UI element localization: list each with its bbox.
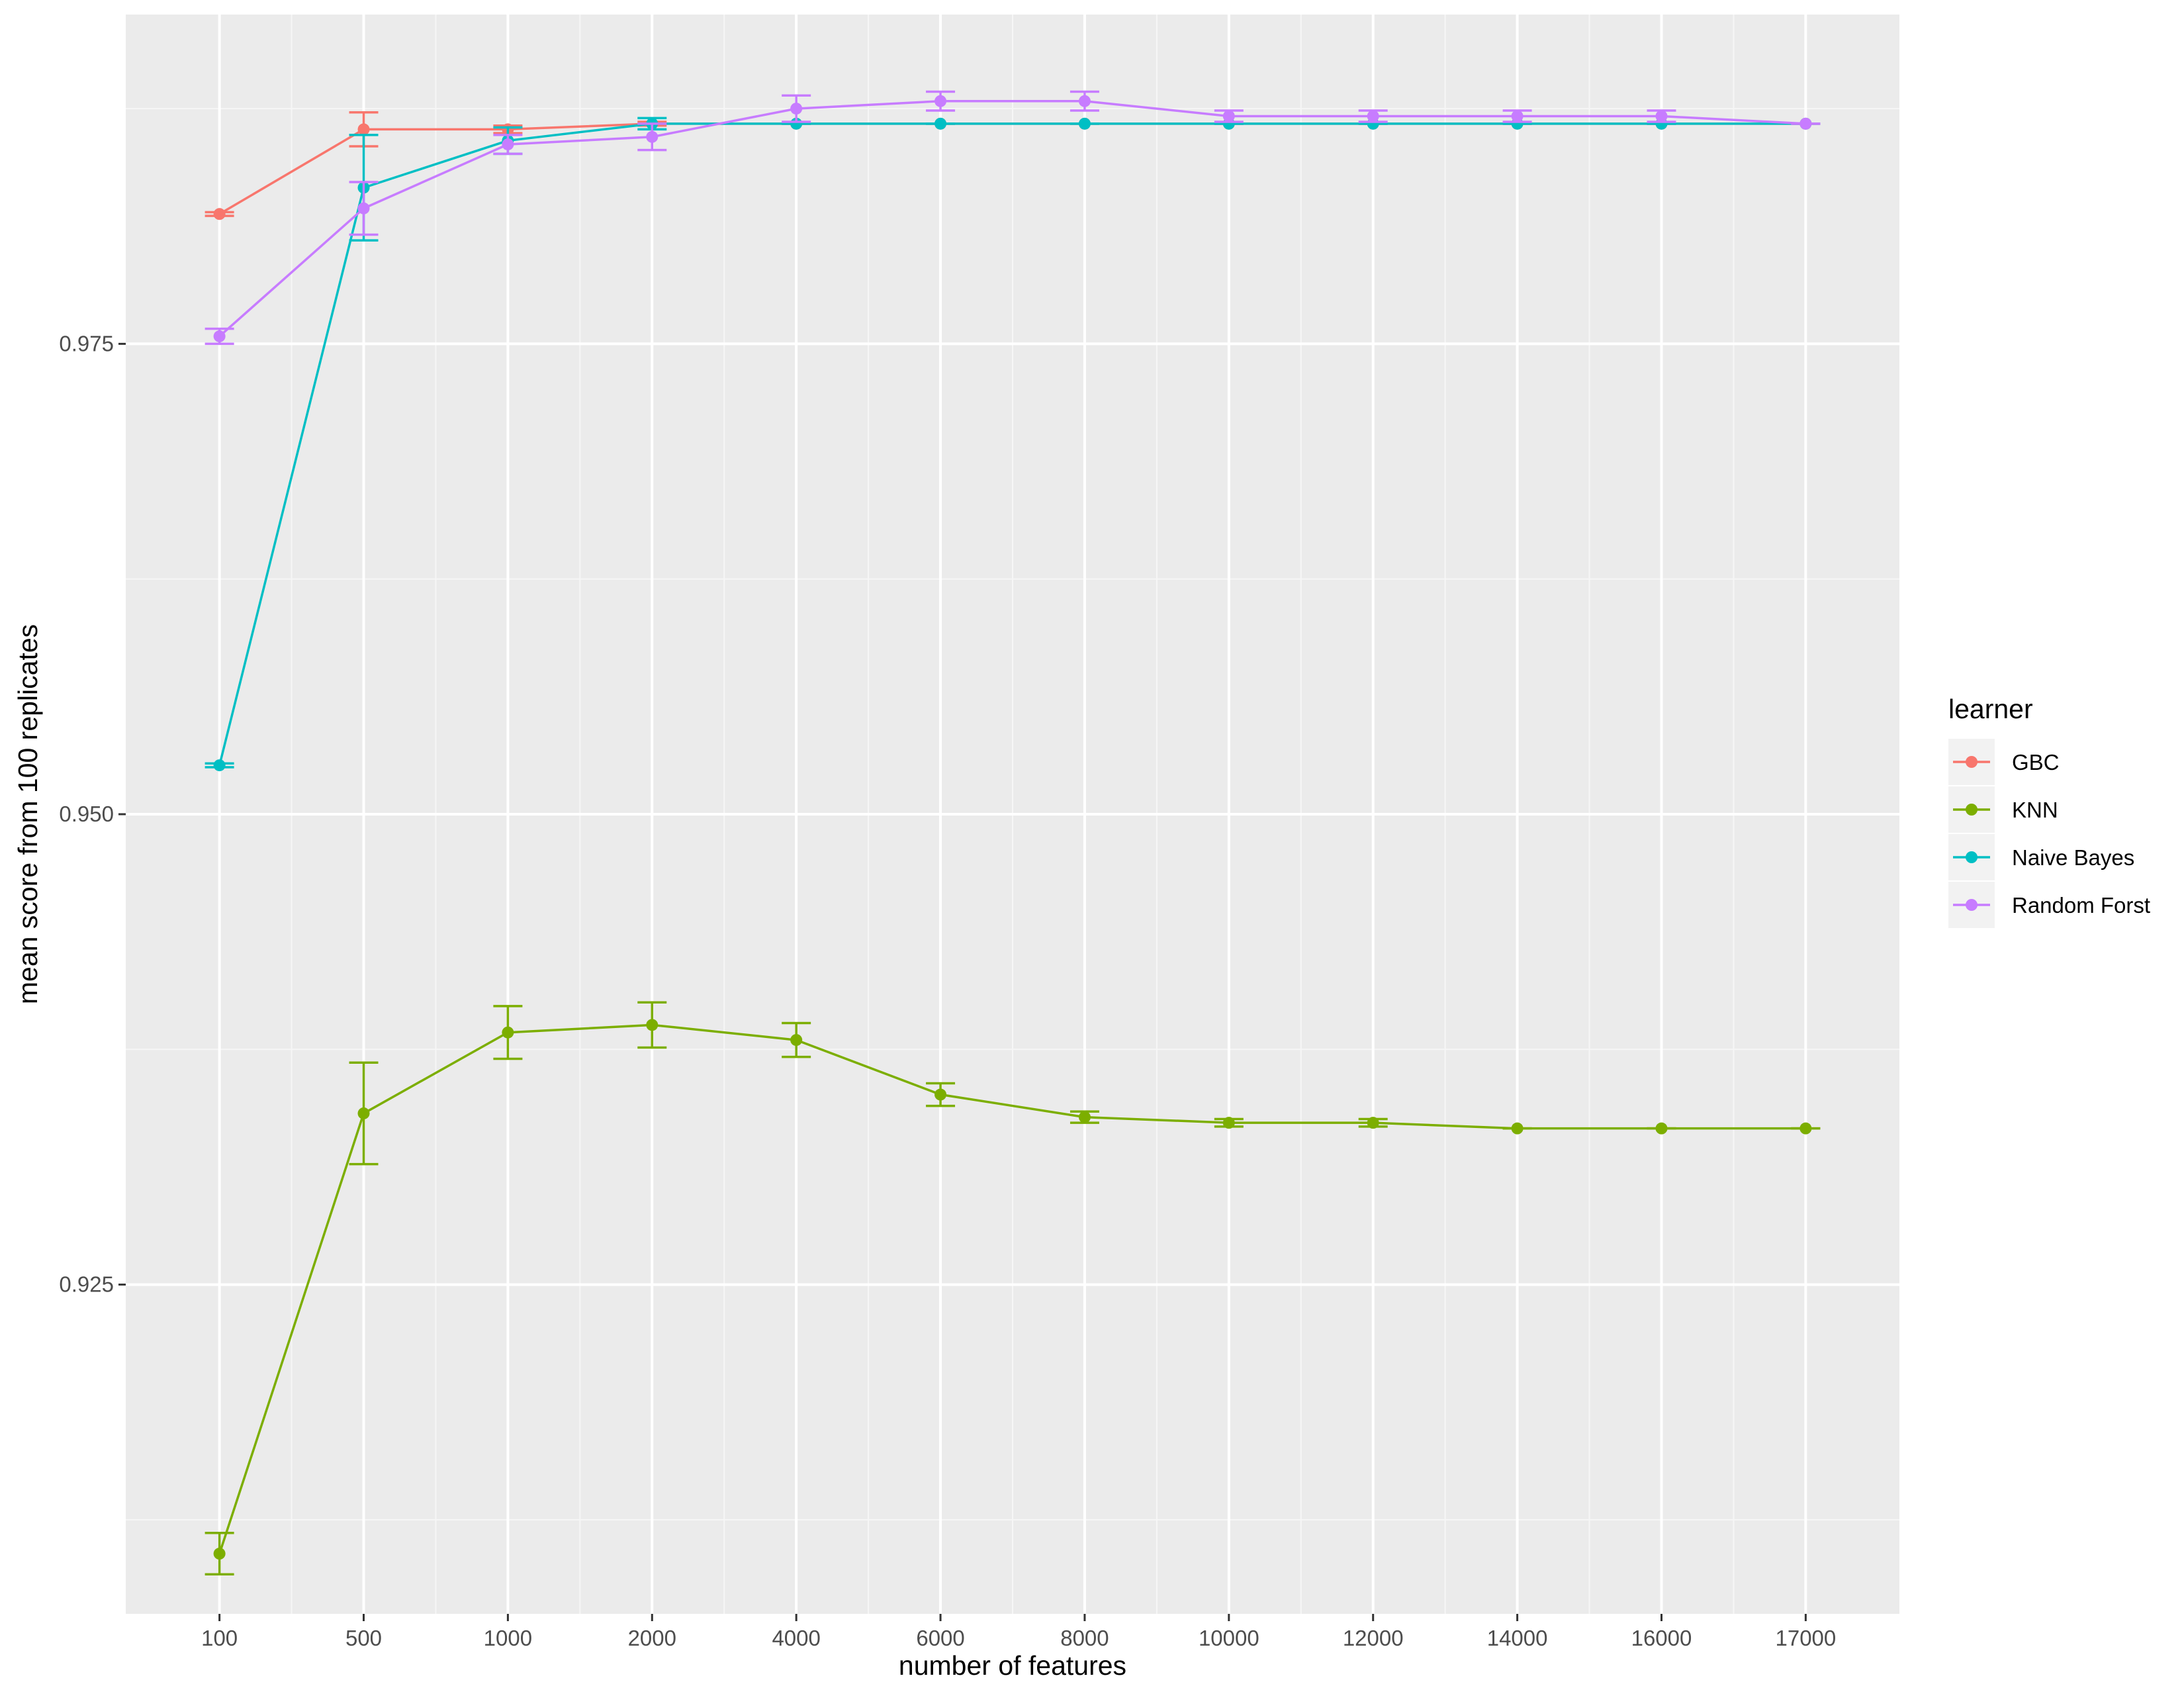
- series-line-naive-bayes: [218, 122, 1806, 766]
- x-tick-label: 17000: [1775, 1626, 1836, 1650]
- data-point: [646, 130, 659, 143]
- legend-item-random-forst: Random Forst: [1948, 882, 2150, 928]
- data-point: [934, 1088, 947, 1101]
- data-point: [1222, 110, 1235, 122]
- legend-key-point: [1966, 899, 1978, 911]
- data-point: [502, 1026, 514, 1039]
- legend-label: GBC: [2012, 750, 2060, 774]
- legend-label: Random Forst: [2012, 893, 2150, 917]
- data-point: [1799, 117, 1812, 130]
- data-point: [1078, 117, 1091, 130]
- data-point: [357, 123, 370, 136]
- y-tick-label: 0.950: [59, 802, 114, 826]
- series-knn: [205, 1001, 1821, 1576]
- x-tick-label: 6000: [916, 1626, 964, 1650]
- grid-major: [126, 15, 1899, 1614]
- x-tick-label: 2000: [628, 1626, 676, 1650]
- x-tick-label: 12000: [1343, 1626, 1404, 1650]
- data-point: [1367, 1117, 1379, 1129]
- data-point: [934, 117, 947, 130]
- legend-key-point: [1966, 756, 1978, 768]
- legend-item-gbc: GBC: [1948, 739, 2060, 785]
- axis-ticks: [118, 342, 1807, 1621]
- legend-item-knn: KNN: [1948, 786, 2058, 833]
- data-point: [1655, 1122, 1668, 1135]
- tick-labels: 100 500 1000 2000 4000 6000 8000 10000 12000 1400…: [59, 331, 1836, 1650]
- y-tick-label: 0.925: [59, 1272, 114, 1297]
- x-tick-label: 8000: [1060, 1626, 1109, 1650]
- data-point: [1655, 110, 1668, 122]
- legend-item-naive-bayes: Naive Bayes: [1948, 834, 2134, 880]
- data-point: [213, 208, 226, 220]
- x-axis-title: number of features: [899, 1650, 1126, 1681]
- data-point: [1367, 110, 1379, 122]
- data-point: [790, 1034, 803, 1047]
- legend-key-point: [1966, 851, 1978, 863]
- data-point: [1799, 1122, 1812, 1135]
- series-line-random-forst: [218, 99, 1806, 338]
- x-tick-label: 4000: [772, 1626, 820, 1650]
- data-point: [357, 1107, 370, 1119]
- data-point: [934, 95, 947, 107]
- y-tick-label: 0.975: [59, 331, 114, 355]
- x-tick-label: 1000: [484, 1626, 532, 1650]
- legend-label: KNN: [2012, 798, 2058, 822]
- data-point: [502, 138, 514, 151]
- legend: learner GBC KNN Naive Bayes Random Forst: [1948, 694, 2150, 928]
- data-point: [1511, 1122, 1524, 1135]
- data-point: [213, 759, 226, 772]
- data-point: [790, 103, 803, 115]
- data-point: [357, 202, 370, 214]
- legend-title: learner: [1948, 694, 2033, 724]
- y-axis-title: mean score from 100 replicates: [13, 624, 43, 1004]
- series-line-knn: [218, 1023, 1806, 1554]
- data-point: [213, 330, 226, 343]
- x-tick-label: 14000: [1487, 1626, 1548, 1650]
- data-point: [213, 1548, 226, 1560]
- x-tick-label: 16000: [1631, 1626, 1692, 1650]
- data-layer: [205, 90, 1821, 1576]
- data-point: [1222, 1117, 1235, 1129]
- x-tick-label: 10000: [1199, 1626, 1259, 1650]
- legend-label: Naive Bayes: [2012, 845, 2134, 870]
- legend-key-point: [1966, 804, 1978, 816]
- series-random-forst: [205, 90, 1821, 346]
- data-point: [1078, 1111, 1091, 1123]
- data-point: [1078, 95, 1091, 107]
- x-tick-label: 500: [345, 1626, 382, 1650]
- data-point: [646, 1019, 659, 1031]
- x-tick-label: 100: [201, 1626, 238, 1650]
- data-point: [1511, 110, 1524, 122]
